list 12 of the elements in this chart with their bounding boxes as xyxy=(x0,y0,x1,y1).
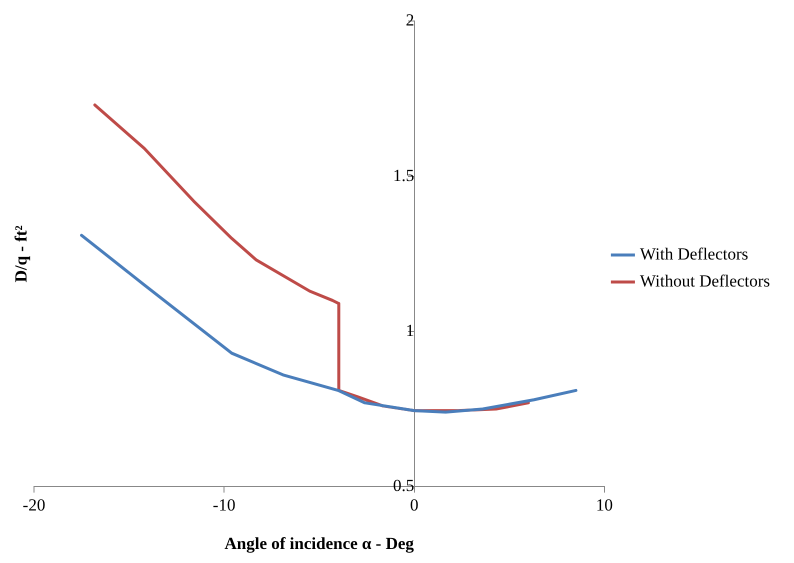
y-tick-label: 0.5 xyxy=(393,476,414,496)
y-tick-label: 1 xyxy=(406,320,414,340)
y-tick-label: 1.5 xyxy=(393,166,414,185)
x-tick-label: -10 xyxy=(212,495,236,514)
x-tick-label: 10 xyxy=(596,495,613,514)
x-axis-title: Angle of incidence α - Deg xyxy=(224,534,414,553)
y-axis-title: D/q - ft² xyxy=(11,225,30,282)
legend-label: With Deflectors xyxy=(640,244,748,264)
legend-label: Without Deflectors xyxy=(640,271,770,290)
x-tick-label: -20 xyxy=(22,495,46,514)
y-tick-label: 2 xyxy=(406,10,414,30)
x-tick-label: 0 xyxy=(410,495,419,514)
